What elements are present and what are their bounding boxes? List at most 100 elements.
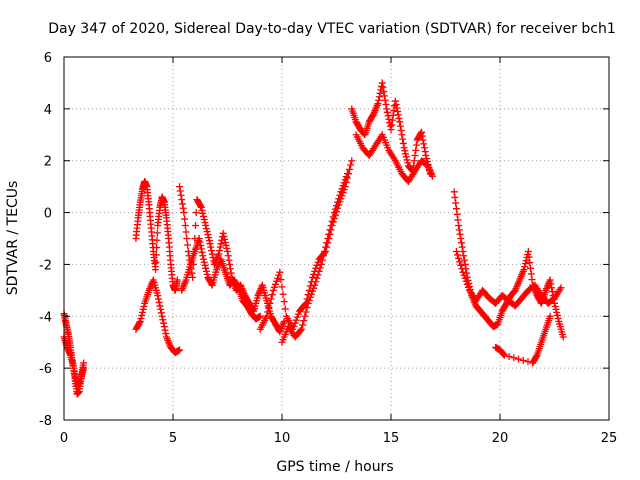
data-point (303, 304, 311, 312)
data-point (152, 258, 160, 266)
data-point (394, 111, 402, 119)
data-point (460, 271, 468, 279)
data-point (333, 202, 340, 210)
data-point (326, 226, 334, 234)
chart-title: Day 347 of 2020, Sidereal Day-to-day VTE… (48, 21, 616, 37)
data-point (383, 105, 391, 113)
data-point (452, 199, 460, 207)
data-point (196, 238, 204, 246)
data-point (136, 319, 144, 327)
data-point (510, 354, 518, 362)
data-point (183, 235, 191, 242)
data-point (208, 247, 216, 255)
data-point (202, 264, 210, 272)
data-point (184, 241, 192, 249)
data-point (152, 266, 160, 274)
data-point (306, 293, 314, 301)
data-point (266, 299, 274, 307)
data-point (291, 319, 299, 327)
data-point (152, 251, 160, 259)
data-point (221, 238, 229, 246)
data-point (224, 252, 232, 260)
data-point (137, 314, 145, 322)
data-point (276, 268, 284, 276)
data-point (399, 135, 407, 143)
data-point (375, 93, 383, 101)
data-point (197, 241, 205, 249)
data-point (553, 311, 561, 319)
data-point (546, 312, 554, 320)
data-point (553, 308, 561, 316)
data-point (200, 255, 208, 263)
data-point (179, 204, 187, 212)
data-point (548, 288, 556, 296)
data-point (208, 280, 216, 288)
data-point (275, 271, 283, 279)
data-point (521, 263, 529, 271)
data-point (203, 228, 211, 236)
data-point (410, 157, 418, 165)
data-point (557, 284, 565, 292)
data-point (402, 150, 410, 158)
data-point (379, 83, 387, 91)
data-point (159, 316, 167, 324)
data-point (192, 209, 200, 217)
data-point (378, 82, 386, 90)
data-point (456, 258, 464, 266)
data-point (220, 232, 228, 240)
data-point (208, 250, 216, 258)
data-point (383, 108, 391, 116)
data-point (198, 248, 206, 256)
data-point (548, 284, 556, 292)
data-point (278, 283, 286, 291)
data-point (311, 281, 319, 289)
data-point (280, 317, 288, 325)
data-point (343, 170, 351, 178)
data-point (457, 235, 465, 242)
data-point (198, 206, 206, 214)
data-point (182, 228, 190, 236)
data-point (157, 309, 165, 317)
data-point (459, 247, 467, 255)
data-point (157, 305, 165, 313)
data-point (334, 198, 342, 206)
data-point (547, 280, 555, 288)
y-tick-label: -8 (39, 414, 52, 429)
data-point (399, 139, 407, 147)
data-point (154, 295, 162, 303)
data-point (140, 302, 148, 310)
data-point (267, 295, 275, 303)
data-point (324, 235, 332, 242)
data-point (456, 230, 464, 238)
data-point (505, 352, 513, 360)
data-point (378, 79, 386, 87)
data-point (309, 287, 317, 295)
data-point (420, 144, 428, 152)
data-point (396, 118, 404, 126)
data-point (280, 298, 288, 306)
data-point (330, 209, 338, 217)
data-point (298, 325, 306, 333)
data-point (136, 317, 144, 325)
data-point (348, 157, 356, 165)
data-point (519, 356, 527, 364)
data-point (178, 200, 186, 208)
data-point (178, 196, 186, 204)
data-point (418, 132, 426, 140)
data-point (294, 310, 302, 318)
data-point (181, 222, 189, 230)
data-point (376, 89, 384, 97)
data-point (222, 241, 230, 249)
data-point (313, 274, 321, 282)
data-point (310, 284, 318, 292)
data-point (180, 209, 188, 217)
data-point (453, 251, 461, 259)
data-point (268, 291, 276, 299)
data-point (423, 155, 431, 163)
data-point (195, 235, 203, 242)
data-point (80, 364, 88, 372)
data-point (552, 305, 560, 313)
data-point (176, 346, 184, 354)
data-point (318, 256, 326, 264)
